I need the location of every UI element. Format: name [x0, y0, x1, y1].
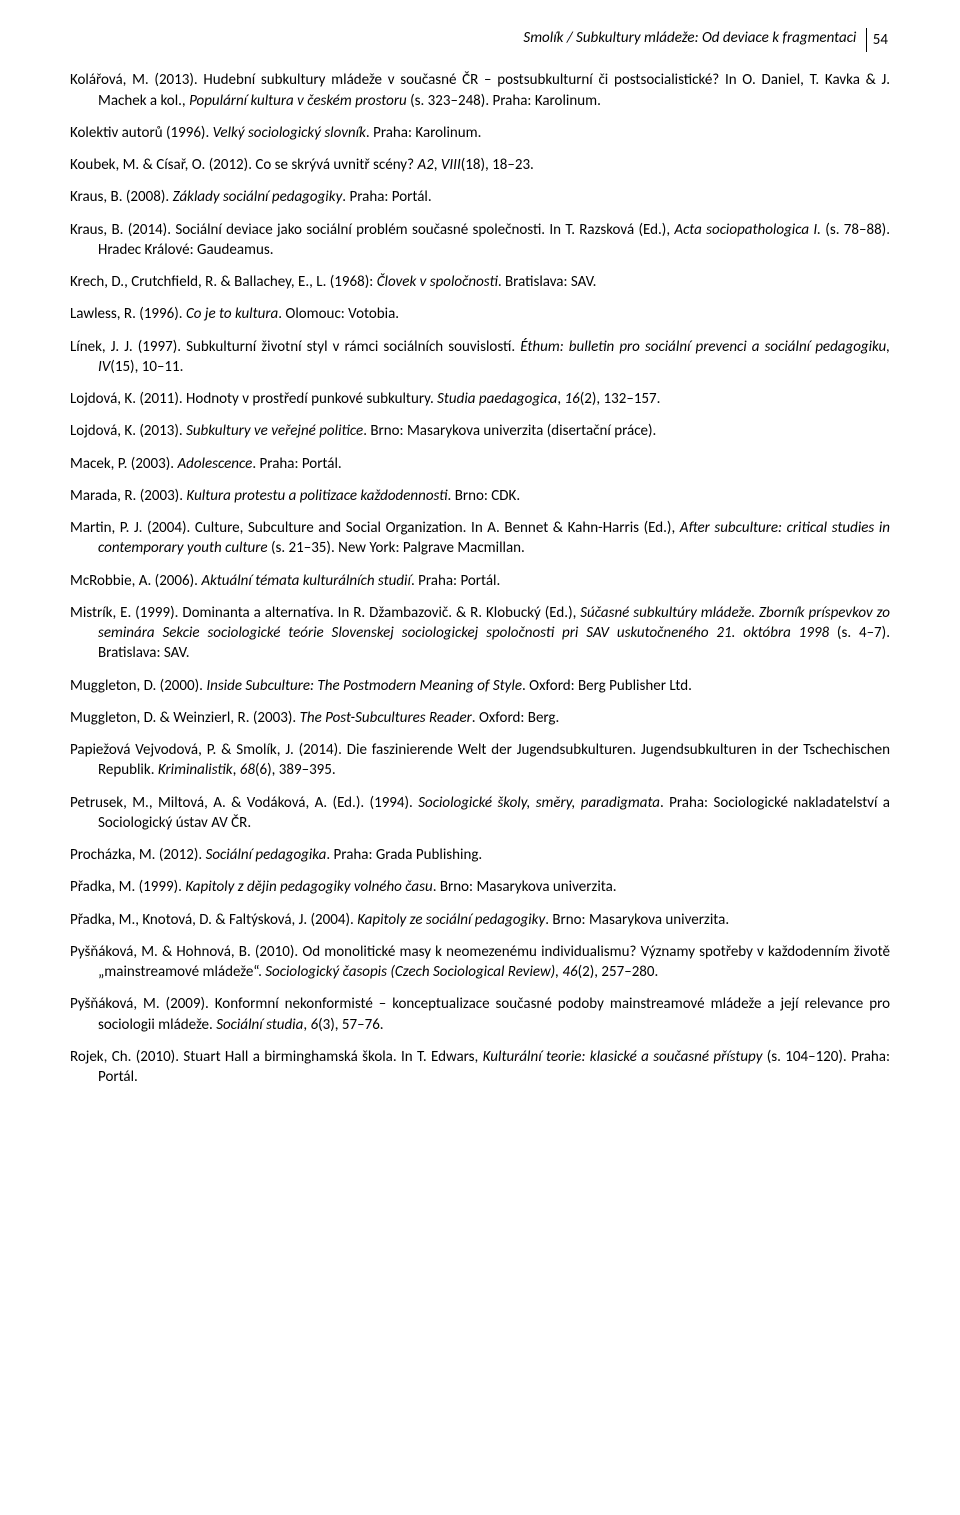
reference-entry: Přadka, M. (1999). Kapitoly z dějin peda…	[70, 877, 890, 897]
reference-entry: McRobbie, A. (2006). Aktuální témata kul…	[70, 571, 890, 591]
references-list: Kolářová, M. (2013). Hudební subkultury …	[70, 70, 890, 1087]
reference-entry: Krech, D., Crutchfield, R. & Ballachey, …	[70, 272, 890, 292]
reference-entry: Pyšňáková, M. & Hohnová, B. (2010). Od m…	[70, 942, 890, 983]
reference-entry: Kolektiv autorů (1996). Velký sociologic…	[70, 123, 890, 143]
reference-entry: Petrusek, M., Miltová, A. & Vodáková, A.…	[70, 793, 890, 834]
reference-entry: Mistrík, E. (1999). Dominanta a alternat…	[70, 603, 890, 664]
reference-entry: Lojdová, K. (2013). Subkultury ve veřejn…	[70, 421, 890, 441]
reference-entry: Marada, R. (2003). Kultura protestu a po…	[70, 486, 890, 506]
reference-entry: Macek, P. (2003). Adolescence. Praha: Po…	[70, 454, 890, 474]
reference-entry: Kraus, B. (2014). Sociální deviace jako …	[70, 220, 890, 261]
reference-entry: Rojek, Ch. (2010). Stuart Hall a birming…	[70, 1047, 890, 1088]
reference-entry: Přadka, M., Knotová, D. & Faltýsková, J.…	[70, 910, 890, 930]
reference-entry: Lojdová, K. (2011). Hodnoty v prostředí …	[70, 389, 890, 409]
reference-entry: Papiežová Vejvodová, P. & Smolík, J. (20…	[70, 740, 890, 781]
reference-entry: Martin, P. J. (2004). Culture, Subcultur…	[70, 518, 890, 559]
page-number: 54	[866, 28, 888, 52]
running-header: Smolík / Subkultury mládeže: Od deviace …	[70, 28, 890, 52]
reference-entry: Lawless, R. (1996). Co je to kultura. Ol…	[70, 304, 890, 324]
reference-entry: Koubek, M. & Císař, O. (2012). Co se skr…	[70, 155, 890, 175]
reference-entry: Muggleton, D. & Weinzierl, R. (2003). Th…	[70, 708, 890, 728]
reference-entry: Muggleton, D. (2000). Inside Subculture:…	[70, 676, 890, 696]
reference-entry: Pyšňáková, M. (2009). Konformní nekonfor…	[70, 994, 890, 1035]
reference-entry: Kraus, B. (2008). Základy sociální pedag…	[70, 187, 890, 207]
reference-entry: Procházka, M. (2012). Sociální pedagogik…	[70, 845, 890, 865]
running-title: Smolík / Subkultury mládeže: Od deviace …	[523, 29, 856, 47]
reference-entry: Kolářová, M. (2013). Hudební subkultury …	[70, 70, 890, 111]
reference-entry: Línek, J. J. (1997). Subkulturní životní…	[70, 337, 890, 378]
